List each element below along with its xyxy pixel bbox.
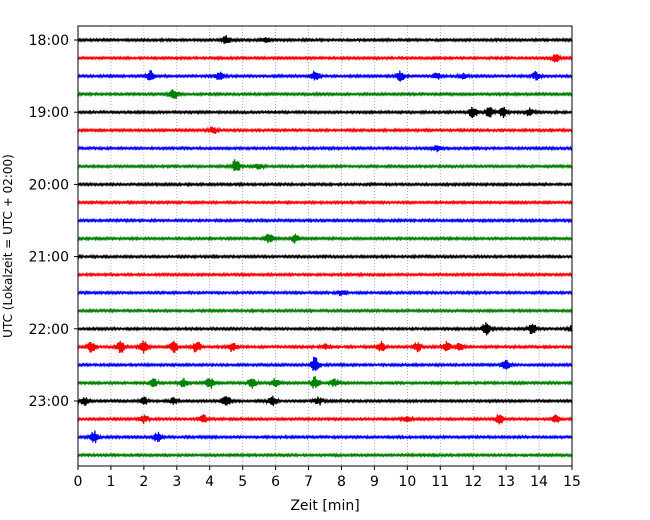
x-tick-label: 8 — [337, 474, 346, 490]
x-tick-label: 12 — [464, 474, 482, 490]
y-axis: 18:00 19:00 20:00 21:00 22:00 23:00 — [29, 33, 78, 410]
x-tick-label: 6 — [271, 474, 280, 490]
x-axis-title: Zeit [min] — [290, 498, 359, 514]
plot-frame — [77, 25, 573, 467]
trace-line-1945 — [77, 159, 573, 172]
trace-line-2000 — [77, 181, 573, 188]
x-tick-label: 5 — [238, 474, 247, 490]
x-tick-label: 2 — [139, 474, 148, 490]
x-tick-label: 4 — [205, 474, 214, 490]
x-tick-label: 1 — [106, 474, 115, 490]
trace-line-2045 — [77, 233, 573, 244]
x-tick-label: 10 — [398, 474, 416, 490]
x-tick-label: 13 — [497, 474, 515, 490]
trace-line-2100 — [77, 253, 573, 260]
trace-line-2230 — [77, 356, 573, 372]
x-tick-label: 9 — [370, 474, 379, 490]
trace-line-2315 — [77, 414, 573, 425]
trace-line-2345 — [77, 452, 573, 459]
y-tick-label: 19:00 — [29, 105, 69, 121]
trace-line-2115 — [77, 271, 573, 278]
x-grid — [110, 26, 540, 466]
y-tick-label: 22:00 — [29, 322, 69, 338]
trace-line-1800 — [77, 35, 573, 44]
x-tick-label: 11 — [431, 474, 449, 490]
trace-line-1845 — [77, 89, 573, 99]
y-tick-label: 23:00 — [29, 394, 69, 410]
trace-line-1830 — [77, 70, 573, 82]
trace-line-2330 — [77, 430, 573, 444]
trace-line-2130 — [77, 289, 573, 297]
y-tick-label: 21:00 — [29, 250, 69, 266]
seismogram-traces — [77, 35, 573, 459]
trace-line-1915 — [77, 126, 573, 134]
trace-line-2145 — [77, 307, 573, 314]
trace-line-2215 — [77, 340, 573, 354]
trace-line-2200 — [77, 322, 573, 336]
x-axis: 0 1 2 3 4 5 6 7 8 9 10 11 12 13 14 15 — [74, 466, 581, 490]
x-tick-label: 15 — [563, 474, 581, 490]
y-tick-label: 18:00 — [29, 33, 69, 49]
trace-line-2015 — [77, 199, 573, 206]
trace-line-1815 — [77, 54, 573, 63]
y-axis-title: UTC (Lokalzeit = UTC + 02:00) — [1, 154, 15, 338]
x-tick-label: 3 — [172, 474, 181, 490]
trace-line-1930 — [77, 145, 573, 153]
x-tick-label: 14 — [530, 474, 548, 490]
trace-line-2030 — [77, 217, 573, 224]
trace-line-2300 — [77, 395, 573, 407]
trace-line-2245 — [77, 375, 573, 389]
x-tick-label: 0 — [74, 474, 83, 490]
trace-line-1900 — [77, 106, 573, 119]
x-tick-label: 7 — [304, 474, 313, 490]
y-tick-label: 20:00 — [29, 177, 69, 193]
